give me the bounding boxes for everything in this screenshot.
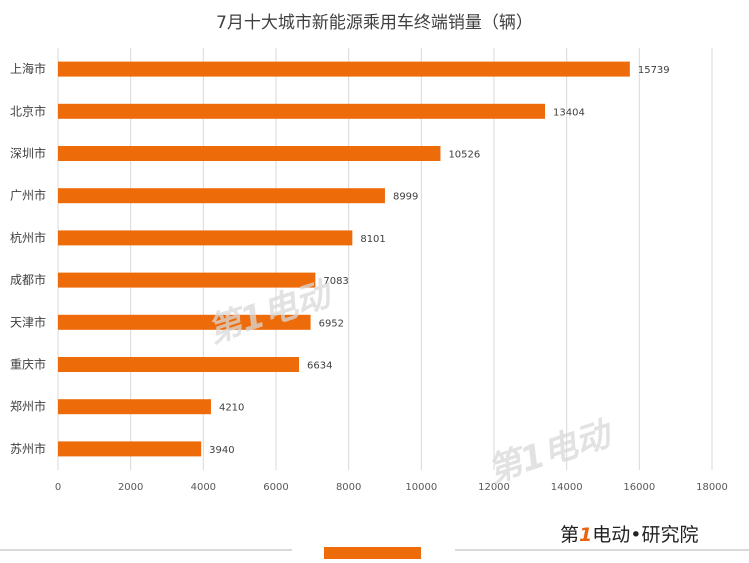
footer-logo-number: 1 <box>579 524 593 546</box>
footer-logo-text-c: 电动 <box>592 524 631 546</box>
data-label: 10526 <box>448 150 480 161</box>
bar <box>58 103 546 119</box>
data-label: 8999 <box>393 192 418 203</box>
data-label: 15739 <box>638 65 670 76</box>
footer-logo: 第1电动•研究院 <box>560 520 698 547</box>
data-label: 7083 <box>323 276 348 287</box>
labels: 0 2000 4000 6000 8000 10000 12000 14000 16000 180… <box>10 61 728 493</box>
bar <box>58 188 385 204</box>
data-label: 8101 <box>360 234 385 245</box>
bar <box>58 146 441 161</box>
bar <box>58 399 211 415</box>
chart-title: 7月十大城市新能源乘用车终端销量（辆） <box>216 13 533 33</box>
x-tick-label: 16000 <box>623 482 655 493</box>
bars <box>58 61 630 457</box>
data-label: 3940 <box>209 445 234 456</box>
bar <box>58 230 353 246</box>
category-label: 成都市 <box>10 272 46 287</box>
x-tick-label: 2000 <box>118 482 143 493</box>
x-tick-label: 18000 <box>696 482 728 493</box>
data-label: 4210 <box>219 403 244 414</box>
x-tick-label: 4000 <box>191 482 216 493</box>
category-label: 郑州市 <box>10 399 46 414</box>
data-label: 13404 <box>553 107 585 118</box>
footer-logo-text-a: 第 <box>560 524 580 546</box>
x-tick-label: 0 <box>55 482 61 493</box>
category-label: 深圳市 <box>10 146 46 161</box>
category-label: 杭州市 <box>10 230 46 245</box>
x-tick-label: 14000 <box>551 482 583 493</box>
x-tick-label: 10000 <box>405 482 437 493</box>
bar <box>58 357 300 372</box>
category-label: 北京市 <box>10 103 46 118</box>
bar <box>58 61 630 77</box>
data-label: 6634 <box>307 361 332 372</box>
bar <box>58 314 311 330</box>
x-tick-label: 8000 <box>336 482 361 493</box>
category-label: 苏州市 <box>10 441 46 456</box>
data-label: 6952 <box>319 318 344 329</box>
bottom-divider-left <box>0 549 292 551</box>
bottom-divider-right <box>455 549 749 551</box>
category-label: 重庆市 <box>10 357 46 372</box>
x-tick-label: 6000 <box>263 482 288 493</box>
bar <box>58 441 202 457</box>
category-label: 上海市 <box>10 61 46 76</box>
bar <box>58 272 316 288</box>
bottom-accent-bar <box>324 547 421 559</box>
footer-logo-suffix: •研究院 <box>630 524 699 546</box>
category-label: 天津市 <box>10 314 46 329</box>
category-label: 广州市 <box>10 188 46 203</box>
x-tick-label: 12000 <box>478 482 510 493</box>
